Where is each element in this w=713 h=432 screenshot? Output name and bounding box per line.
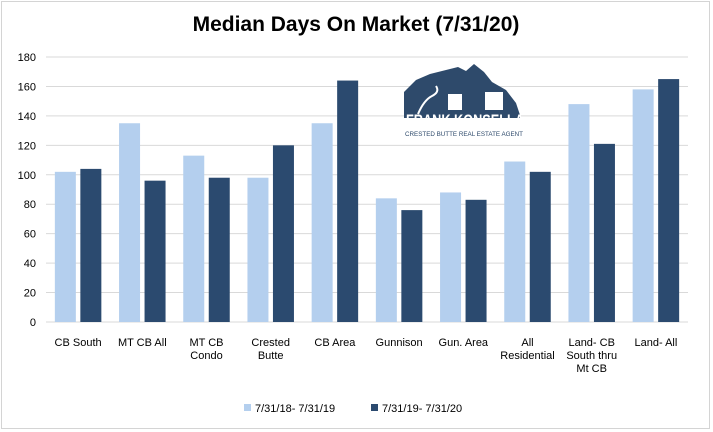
bar — [144, 180, 166, 322]
bar — [465, 199, 487, 322]
gridlines — [46, 56, 688, 323]
x-tick-label: CB South — [55, 337, 102, 349]
bar — [247, 177, 269, 322]
legend-swatch — [371, 404, 378, 411]
bar — [658, 79, 680, 322]
x-tick-label: All — [521, 337, 533, 349]
y-tick-label: 0 — [30, 317, 36, 329]
legend-label: 7/31/18- 7/31/19 — [255, 403, 335, 415]
mountain-logo-shape — [404, 64, 521, 118]
x-tick-label: Gunnison — [376, 337, 423, 349]
y-tick-label: 20 — [24, 288, 36, 300]
bar — [311, 123, 333, 322]
legend: 7/31/18- 7/31/19 7/31/19- 7/31/20 — [244, 403, 462, 415]
bar — [568, 104, 590, 322]
bar — [272, 145, 294, 322]
y-tick-label: 160 — [18, 81, 36, 93]
bar — [375, 198, 397, 322]
x-tick-label: Residential — [500, 350, 554, 362]
frank-konsella-logo: FRANK KONSELLA CRESTED BUTTE REAL ESTATE… — [404, 64, 524, 138]
x-tick-label: CB Area — [314, 337, 356, 349]
bar — [183, 155, 205, 322]
legend-swatch — [244, 404, 251, 411]
y-tick-label: 60 — [24, 229, 36, 241]
bar — [529, 171, 551, 322]
x-tick-label: Condo — [190, 350, 222, 362]
y-tick-label: 140 — [18, 111, 36, 123]
bar — [208, 177, 230, 322]
y-tick-label: 100 — [18, 170, 36, 182]
x-tick-label: MT CB All — [118, 337, 167, 349]
logo-road-icon — [417, 85, 439, 115]
y-tick-label: 120 — [18, 140, 36, 152]
y-tick-label: 180 — [18, 52, 36, 64]
x-tick-label: South thru — [566, 350, 617, 362]
bar — [119, 123, 141, 322]
y-tick-label: 80 — [24, 199, 36, 211]
chart-title: Median Days On Market (7/31/20) — [193, 13, 520, 36]
x-tick-label: Crested — [251, 337, 290, 349]
bars — [54, 79, 680, 322]
bar — [401, 210, 423, 322]
bar — [504, 161, 526, 322]
bar — [593, 143, 615, 322]
x-tick-label: Gun. Area — [439, 337, 489, 349]
x-tick-label: MT CB — [189, 337, 223, 349]
bar — [54, 171, 76, 322]
bar — [632, 89, 654, 322]
legend-label: 7/31/19- 7/31/20 — [382, 403, 462, 415]
x-tick-label: Land- All — [634, 337, 677, 349]
bar — [440, 192, 462, 322]
logo-name: FRANK KONSELLA — [406, 112, 524, 130]
bar — [80, 168, 102, 322]
bar — [337, 80, 359, 322]
logo-building-icon-2 — [485, 92, 503, 110]
x-tick-label: Butte — [258, 350, 284, 362]
y-tick-label: 40 — [24, 258, 36, 270]
y-axis-ticks: 0 20 40 60 80 100 120 140 160 180 — [18, 52, 36, 329]
logo-subtitle: CRESTED BUTTE REAL ESTATE AGENT — [405, 131, 523, 138]
x-tick-label: Mt CB — [576, 363, 607, 375]
x-tick-label: Land- CB — [568, 337, 614, 349]
logo-building-icon — [448, 94, 462, 110]
